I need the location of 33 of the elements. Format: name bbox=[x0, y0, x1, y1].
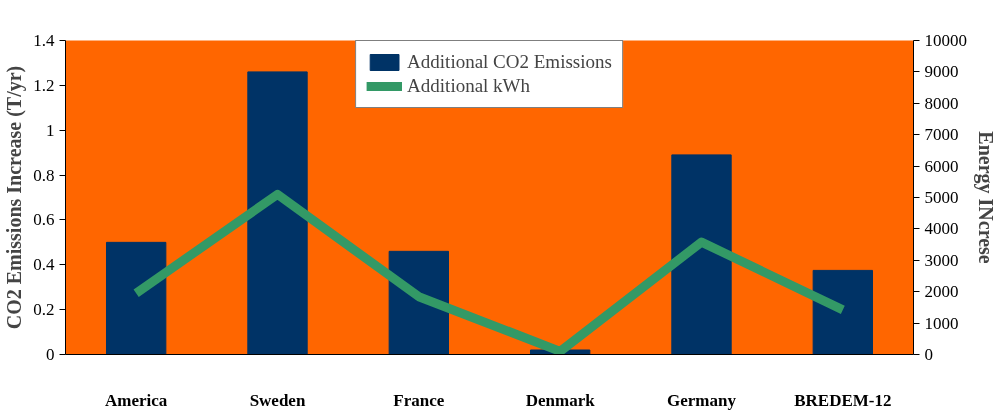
y-tick-label: 0.6 bbox=[33, 210, 55, 230]
y2-tick-label: 8000 bbox=[924, 93, 959, 113]
y2-axis-title: Energy INcrese bbox=[974, 131, 997, 264]
x-tick-label: Denmark bbox=[525, 390, 596, 410]
y2-tick-label: 1000 bbox=[924, 313, 959, 333]
bar bbox=[247, 71, 308, 355]
y-tick-label: 1.2 bbox=[33, 75, 55, 95]
legend-label: Additional kWh bbox=[407, 75, 531, 97]
bar bbox=[105, 241, 167, 355]
y-tick-label: 0.4 bbox=[33, 255, 55, 275]
y2-tick-label: 2000 bbox=[924, 282, 959, 302]
y-tick-label: 1.4 bbox=[33, 31, 55, 50]
y-tick-label: 0.2 bbox=[33, 300, 55, 320]
x-tick-label: BREDEM-12 bbox=[794, 390, 892, 410]
y2-tick-label: 5000 bbox=[924, 188, 959, 207]
y-axis-title: CO2 Emissions Increase (T/yr) bbox=[3, 65, 27, 330]
y-tick-label: 0 bbox=[46, 345, 55, 364]
x-tick-label: France bbox=[393, 390, 445, 410]
y2-tick-label: 9000 bbox=[924, 62, 959, 82]
y2-tick-label: 6000 bbox=[924, 156, 959, 176]
bar bbox=[812, 269, 874, 355]
y2-tick-label: 4000 bbox=[924, 219, 959, 239]
legend-label: Additional CO2 Emissions bbox=[407, 51, 612, 73]
x-tick-label: Germany bbox=[667, 390, 737, 410]
x-tick-label: America bbox=[105, 390, 168, 410]
y2-tick-label: 0 bbox=[924, 345, 933, 364]
x-tick-label: Sweden bbox=[249, 390, 306, 410]
y2-tick-label: 3000 bbox=[924, 250, 959, 270]
y2-tick-label: 7000 bbox=[924, 125, 959, 145]
y-tick-label: 1 bbox=[46, 120, 55, 140]
y-tick-label: 0.8 bbox=[33, 165, 55, 185]
y2-tick-label: 10000 bbox=[924, 31, 967, 50]
bar bbox=[671, 154, 732, 355]
